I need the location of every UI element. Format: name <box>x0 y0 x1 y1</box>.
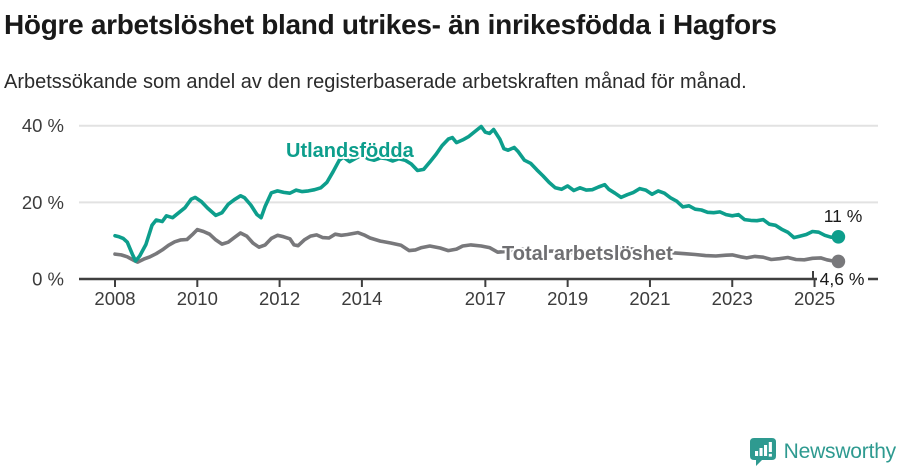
svg-text:2010: 2010 <box>177 288 218 309</box>
svg-text:0 %: 0 % <box>32 269 64 290</box>
svg-text:2014: 2014 <box>341 288 382 309</box>
svg-text:2019: 2019 <box>547 288 588 309</box>
svg-text:2017: 2017 <box>465 288 506 309</box>
newsworthy-icon <box>749 438 776 466</box>
newsworthy-logo[interactable]: Newsworthy <box>749 437 896 467</box>
svg-text:2008: 2008 <box>94 288 135 309</box>
svg-text:2023: 2023 <box>712 288 753 309</box>
page-title: Högre arbetslöshet bland utrikes- än inr… <box>4 9 777 40</box>
svg-text:2012: 2012 <box>259 288 300 309</box>
brand-name: Newsworthy <box>783 440 897 463</box>
end-value-total: 4,6 % <box>820 269 865 289</box>
page-subtitle: Arbetssökande som andel av den registerb… <box>4 71 747 93</box>
svg-text:2021: 2021 <box>629 288 670 309</box>
series-label-total-arbetsloshet: Total arbetslöshet <box>502 243 673 265</box>
svg-text:2025: 2025 <box>794 288 835 309</box>
end-value-utlandsfodda: 11 % <box>824 206 863 226</box>
svg-text:20 %: 20 % <box>22 192 64 213</box>
end-value-total-callout: 4,6 % <box>812 269 868 289</box>
svg-text:40 %: 40 % <box>22 115 64 136</box>
unemployment-line-chart: Utlandsfödda Total arbetslöshet 11 % 200… <box>22 115 878 309</box>
grid-layer <box>79 124 878 204</box>
label-backdrop <box>817 269 868 289</box>
series-label-utlandsfodda: Utlandsfödda <box>286 140 415 162</box>
axis-layer: 2008 2010 2012 2014 2017 2019 2021 2023 2025 0 % 2… <box>22 115 878 309</box>
series-layer <box>113 124 846 269</box>
